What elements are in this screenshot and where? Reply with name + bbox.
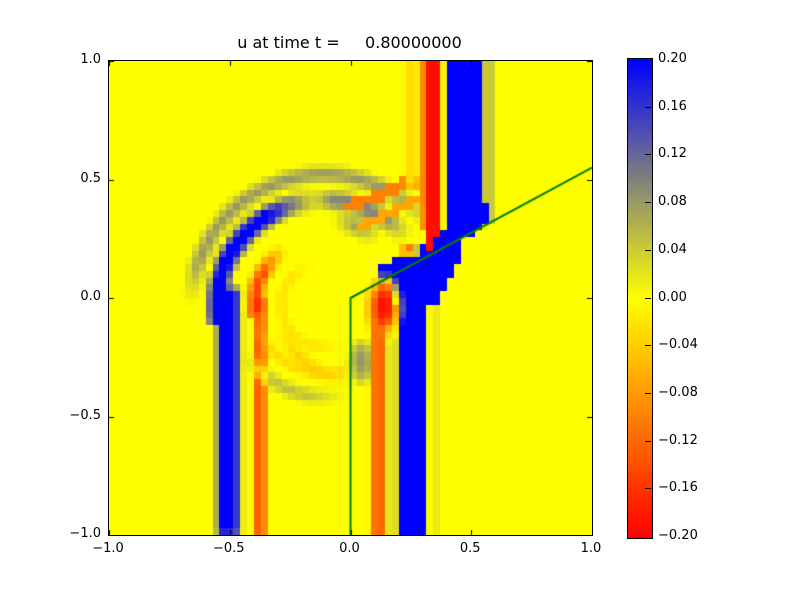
colorbar-tick-mark xyxy=(645,250,651,251)
heatmap-canvas xyxy=(109,61,592,535)
x-tick-label: 0.5 xyxy=(459,541,481,556)
y-tick-label: 1.0 xyxy=(80,52,101,67)
y-tick-label: −1.0 xyxy=(69,526,101,541)
colorbar-tick-label: 0.20 xyxy=(658,51,687,66)
x-tick-label: 0.0 xyxy=(339,541,360,556)
colorbar-tick-label: 0.08 xyxy=(658,194,687,210)
colorbar-tick-label: 0.04 xyxy=(658,241,687,257)
colorbar-tick-label: −0.16 xyxy=(658,480,698,496)
colorbar-tick-mark xyxy=(645,441,651,442)
main-axes xyxy=(108,60,593,536)
x-tick-label: 1.0 xyxy=(580,541,602,556)
colorbar-tick-mark xyxy=(645,298,651,299)
colorbar-tick-mark xyxy=(645,393,651,394)
colorbar-tick-label: −0.08 xyxy=(658,384,698,400)
colorbar-tick-mark xyxy=(645,202,651,203)
y-tick-label: 0.5 xyxy=(80,170,101,186)
y-tick-label: −0.5 xyxy=(69,407,101,423)
colorbar-tick-label: 0.16 xyxy=(658,98,687,114)
colorbar-tick-mark xyxy=(645,488,651,489)
colorbar-tick-mark xyxy=(645,154,651,155)
x-tick-label: −1.0 xyxy=(92,541,124,556)
colorbar-tick-label: −0.20 xyxy=(658,528,698,543)
colorbar-tick-label: 0.00 xyxy=(658,289,687,305)
colorbar-tick-label: 0.12 xyxy=(658,146,687,162)
colorbar-tick-label: −0.04 xyxy=(658,337,698,353)
colorbar-tick-mark xyxy=(645,107,651,108)
y-tick-label: 0.0 xyxy=(80,289,101,304)
colorbar-tick-mark xyxy=(645,345,651,346)
colorbar-tick-label: −0.12 xyxy=(658,432,698,448)
x-tick-label: −0.5 xyxy=(212,541,245,556)
plot-title: u at time t = 0.80000000 xyxy=(237,33,462,52)
